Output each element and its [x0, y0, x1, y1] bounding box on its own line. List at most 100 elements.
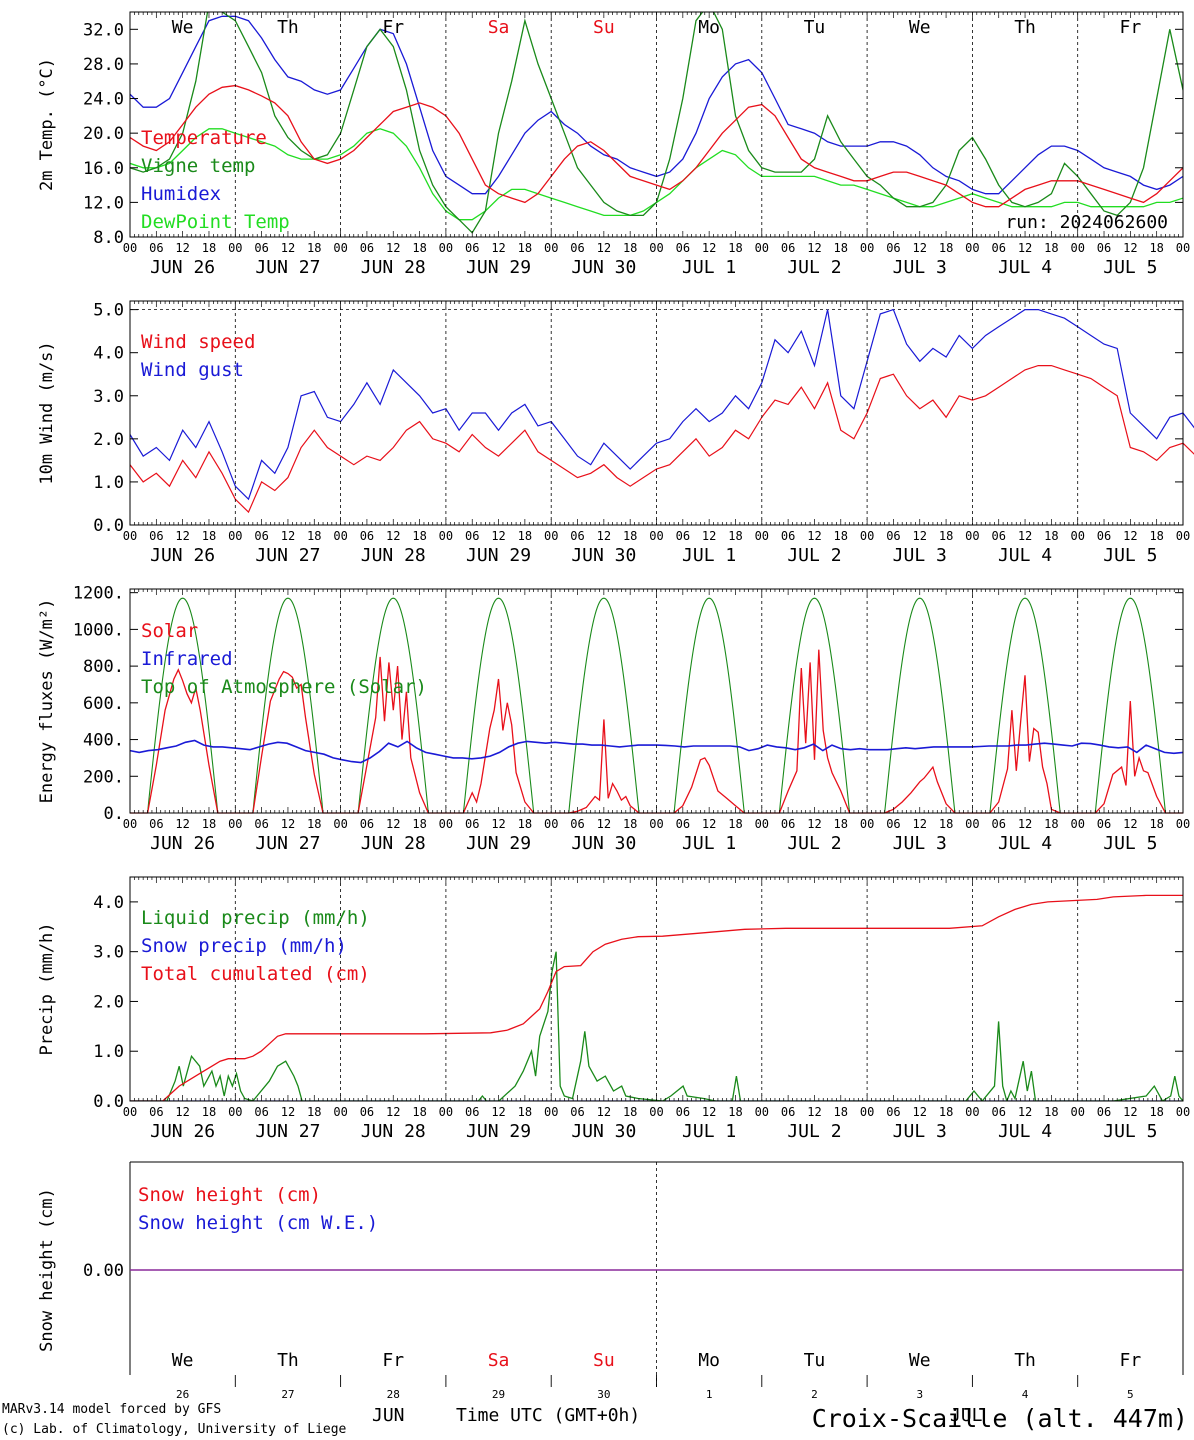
- energy-panel-hour-tick-label: 00: [544, 817, 558, 831]
- energy-panel-hour-tick-label: 18: [1149, 817, 1163, 831]
- energy-panel-date-label: JUL 4: [998, 833, 1052, 854]
- precip-panel-hour-tick-label: 00: [965, 1105, 979, 1119]
- wind-panel-hour-tick-label: 18: [728, 529, 742, 543]
- snow-panel-day-number: 29: [492, 1388, 505, 1401]
- precip-panel-hour-tick-label: 06: [781, 1105, 795, 1119]
- temp-panel-hour-tick-label: 00: [649, 241, 663, 255]
- precip-panel-date-label: JUN 28: [361, 1121, 426, 1142]
- snow-panel-weekday-label: Th: [1014, 1350, 1036, 1371]
- energy-panel-y-tick-label: 0.: [104, 804, 124, 824]
- precip-panel-hour-tick-label: 06: [360, 1105, 374, 1119]
- energy-panel-hour-tick-label: 18: [1044, 817, 1058, 831]
- temp-panel-hour-tick-label: 18: [307, 241, 321, 255]
- energy-panel-hour-tick-label: 06: [254, 817, 268, 831]
- temp-panel-hour-tick-label: 06: [676, 241, 690, 255]
- wind-panel: 0.0 1.0 2.0 3.0 4.0 5.0 10m Wind (m/s) Wind spe…: [37, 300, 1194, 566]
- precip-panel-date-label: JUL 3: [893, 1121, 947, 1142]
- wind-panel-date-label: JUL 5: [1103, 545, 1157, 566]
- wind-panel-date-label: JUN 26: [150, 545, 215, 566]
- temp-panel-date-label: JUN 28: [361, 257, 426, 278]
- snow-panel-weekday-label: Sa: [488, 1350, 510, 1371]
- energy-panel-hour-tick-label: 06: [465, 817, 479, 831]
- energy-panel-y-tick-label: 200.: [83, 767, 124, 787]
- precip-panel-hour-tick-label: 18: [1149, 1105, 1163, 1119]
- wind-panel-hour-tick-label: 18: [1149, 529, 1163, 543]
- temp-panel-hour-tick-label: 06: [991, 241, 1005, 255]
- precip-panel-hour-tick-label: 18: [939, 1105, 953, 1119]
- wind-panel-date-label: JUN 30: [571, 545, 636, 566]
- temp-panel-hour-tick-label: 00: [123, 241, 137, 255]
- wind-panel-y-axis-title: 10m Wind (m/s): [37, 341, 57, 484]
- precip-panel-hour-tick-label: 18: [623, 1105, 637, 1119]
- precip-panel-hour-tick-label: 06: [254, 1105, 268, 1119]
- series-toa-solar-day: [867, 597, 973, 814]
- energy-panel-date-label: JUL 1: [682, 833, 736, 854]
- temp-panel: 8.0 12.0 16.0 20.0 24.0 28.0 32.0 2m Temp. (°C)…: [37, 11, 1190, 278]
- temp-panel-legend-entry: DewPoint Temp: [141, 211, 290, 233]
- snow-panel-y-axis-title: Snow height (cm): [37, 1188, 57, 1352]
- precip-panel-y-tick-label: 3.0: [93, 943, 124, 963]
- precip-panel-date-label: JUN 26: [150, 1121, 215, 1142]
- snow-panel-day-number: 2: [811, 1388, 818, 1401]
- energy-panel-y-tick-label: 800.: [83, 657, 124, 677]
- energy-panel-hour-tick-label: 06: [570, 817, 584, 831]
- temp-panel-hour-tick-label: 12: [281, 241, 295, 255]
- temp-panel-hour-tick-label: 06: [254, 241, 268, 255]
- wind-panel-hour-tick-label: 06: [570, 529, 584, 543]
- energy-panel-hour-tick-label: 00: [860, 817, 874, 831]
- energy-panel-hour-tick-label: 12: [491, 817, 505, 831]
- precip-panel-hour-tick-label: 06: [676, 1105, 690, 1119]
- wind-panel-hour-tick-label: 18: [834, 529, 848, 543]
- precip-panel-date-label: JUL 4: [998, 1121, 1052, 1142]
- precip-panel-y-tick-label: 0.0: [93, 1092, 124, 1112]
- snow-panel-legend-entry: Snow height (cm): [138, 1184, 321, 1206]
- temp-panel-hour-tick-label: 12: [175, 241, 189, 255]
- snow-panel: 0.00 Snow height (cm) Snow height (cm) Snow…: [37, 1161, 1184, 1401]
- temp-panel-y-tick-label: 28.0: [83, 55, 124, 75]
- wind-panel-hour-tick-label: 00: [123, 529, 137, 543]
- wind-panel-hour-tick-label: 12: [281, 529, 295, 543]
- series-solar-day: [1077, 700, 1183, 814]
- temp-panel-hour-tick-label: 18: [412, 241, 426, 255]
- precip-panel-hour-tick-label: 18: [202, 1105, 216, 1119]
- wind-panel-hour-tick-label: 00: [1070, 529, 1084, 543]
- energy-panel-legend-entry: Solar: [141, 620, 198, 642]
- wind-panel-date-label: JUL 2: [787, 545, 841, 566]
- precip-panel-hour-tick-label: 18: [412, 1105, 426, 1119]
- temp-panel-hour-tick-label: 00: [1070, 241, 1084, 255]
- precip-panel-hour-tick-label: 18: [834, 1105, 848, 1119]
- precip-panel-hour-tick-label: 12: [175, 1105, 189, 1119]
- wind-panel-y-tick-label: 1.0: [93, 473, 124, 493]
- temp-panel-y-axis-title: 2m Temp. (°C): [37, 58, 57, 191]
- wind-panel-y-tick-label: 3.0: [93, 387, 124, 407]
- snow-panel-weekday-label: Su: [593, 1350, 615, 1371]
- temp-panel-weekday-label: Fr: [1120, 17, 1142, 38]
- wind-panel-hour-tick-label: 00: [228, 529, 242, 543]
- precip-panel-hour-tick-label: 00: [123, 1105, 137, 1119]
- temp-panel-hour-tick-label: 00: [228, 241, 242, 255]
- series-toa-solar-day: [972, 597, 1078, 814]
- energy-panel-date-label: JUN 29: [466, 833, 531, 854]
- wind-panel-hour-tick-label: 12: [386, 529, 400, 543]
- energy-panel-hour-tick-label: 18: [202, 817, 216, 831]
- energy-panel-y-tick-label: 1000.: [73, 620, 124, 640]
- precip-panel: 0.0 1.0 2.0 3.0 4.0 Precip (mm/h) Liquid preci…: [37, 876, 1190, 1142]
- precip-panel-y-tick-label: 4.0: [93, 893, 124, 913]
- energy-panel-hour-tick-label: 18: [518, 817, 532, 831]
- energy-panel-hour-tick-label: 06: [1097, 817, 1111, 831]
- wind-panel-hour-tick-label: 12: [1018, 529, 1032, 543]
- temp-panel-date-label: JUN 26: [150, 257, 215, 278]
- energy-panel-hour-tick-label: 00: [755, 817, 769, 831]
- temp-panel-weekday-label: Th: [1014, 17, 1036, 38]
- temp-panel-hour-tick-label: 00: [544, 241, 558, 255]
- footer-time-label: Time UTC (GMT+0h): [456, 1405, 640, 1426]
- precip-panel-hour-tick-label: 12: [1018, 1105, 1032, 1119]
- temp-panel-hour-tick-label: 18: [939, 241, 953, 255]
- snow-panel-day-number: 30: [597, 1388, 610, 1401]
- energy-panel-date-label: JUN 26: [150, 833, 215, 854]
- precip-panel-date-label: JUN 29: [466, 1121, 531, 1142]
- snow-panel-day-number: 26: [176, 1388, 189, 1401]
- wind-panel-hour-tick-label: 00: [439, 529, 453, 543]
- temp-panel-date-label: JUL 3: [893, 257, 947, 278]
